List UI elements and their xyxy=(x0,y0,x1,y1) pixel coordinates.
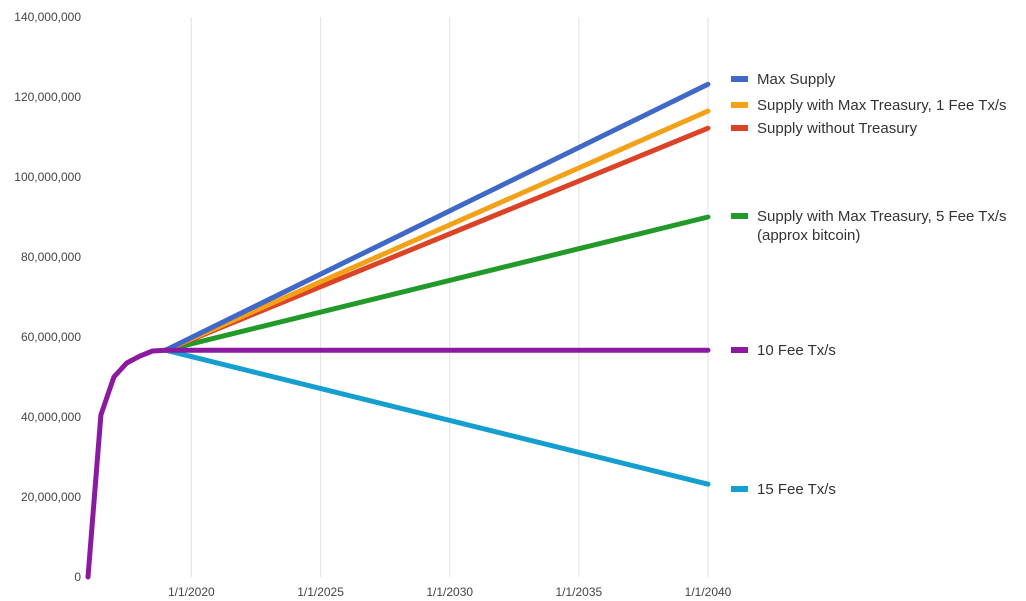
x-axis-ticks: 1/1/2020 1/1/2025 1/1/2030 1/1/2035 1/1/2040 xyxy=(168,585,732,599)
y-tick-label: 140,000,000 xyxy=(14,10,81,24)
legend: Max Supply Supply with Max Treasury, 1 Fe… xyxy=(731,71,1007,498)
legend-label: 15 Fee Tx/s xyxy=(757,481,836,498)
x-tick-label: 1/1/2030 xyxy=(426,585,473,599)
legend-label: Max Supply xyxy=(757,71,836,88)
y-tick-label: 100,000,000 xyxy=(14,170,81,184)
y-axis-ticks: 0 20,000,000 40,000,000 60,000,000 80,000,00… xyxy=(14,10,81,584)
legend-swatch xyxy=(731,102,748,108)
legend-swatch xyxy=(731,486,748,492)
y-tick-label: 40,000,000 xyxy=(21,410,81,424)
y-tick-label: 60,000,000 xyxy=(21,330,81,344)
x-tick-label: 1/1/2020 xyxy=(168,585,215,599)
legend-swatch xyxy=(731,213,748,219)
x-tick-label: 1/1/2040 xyxy=(685,585,732,599)
y-tick-label: 120,000,000 xyxy=(14,90,81,104)
legend-swatch xyxy=(731,125,748,131)
legend-label: Supply without Treasury xyxy=(757,120,918,137)
series-line xyxy=(163,214,711,353)
series-lines xyxy=(85,81,711,580)
legend-label: 10 Fee Tx/s xyxy=(757,342,836,359)
legend-label: (approx bitcoin) xyxy=(757,227,860,244)
legend-label: Supply with Max Treasury, 1 Fee Tx/s xyxy=(757,97,1007,114)
y-tick-label: 20,000,000 xyxy=(21,490,81,504)
legend-swatch xyxy=(731,76,748,82)
series-line xyxy=(163,125,711,353)
legend-label: Supply with Max Treasury, 5 Fee Tx/s xyxy=(757,208,1007,225)
x-tick-label: 1/1/2025 xyxy=(297,585,344,599)
series-line xyxy=(163,108,711,353)
legend-swatch xyxy=(731,347,748,353)
y-tick-label: 80,000,000 xyxy=(21,250,81,264)
series-line xyxy=(163,347,711,487)
history-line xyxy=(85,347,168,580)
y-tick-label: 0 xyxy=(74,570,81,584)
x-tick-label: 1/1/2035 xyxy=(555,585,602,599)
series-line xyxy=(163,81,711,353)
